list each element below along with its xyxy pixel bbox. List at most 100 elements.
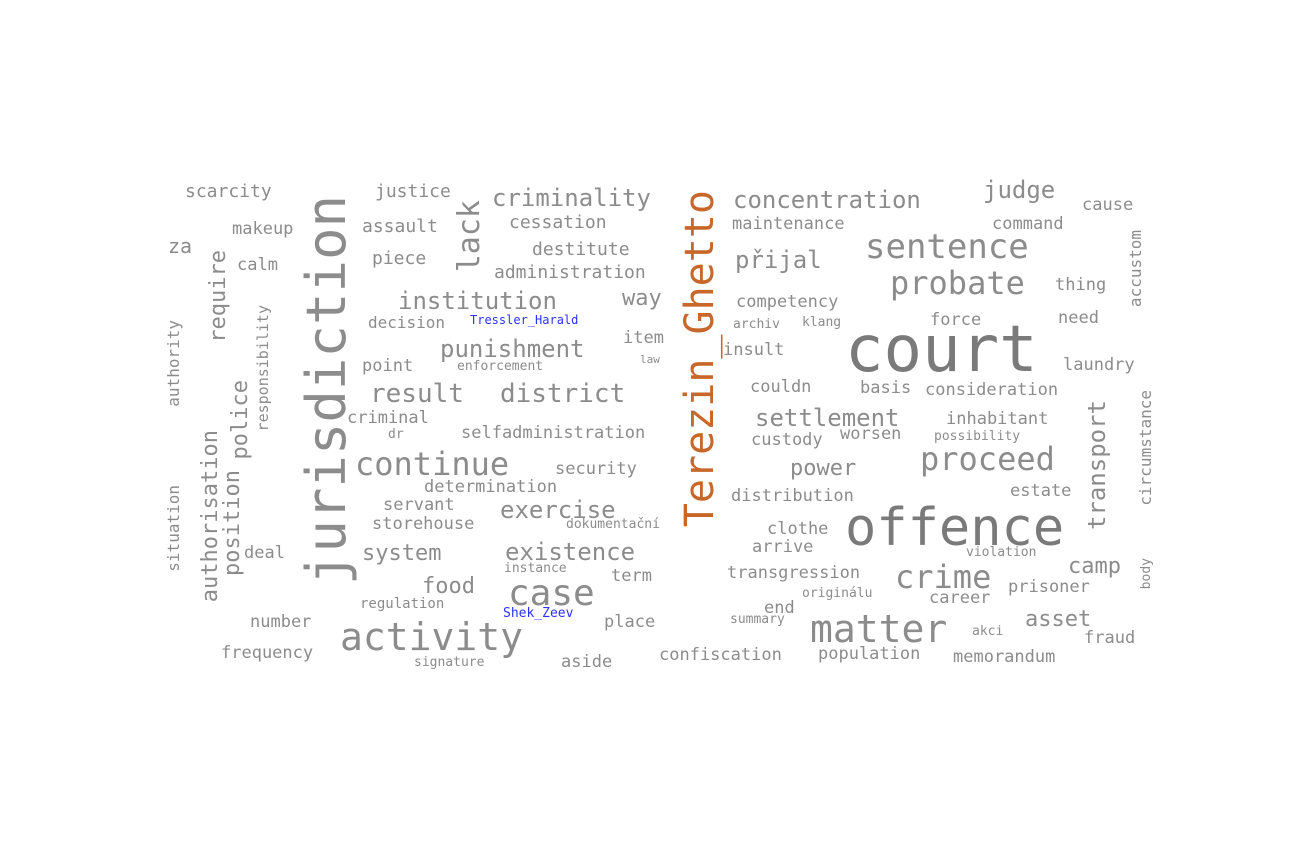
word-justice: justice (375, 181, 451, 202)
word-dokumenta-n: dokumentační (566, 517, 660, 532)
word-prisoner: prisoner (1008, 577, 1090, 597)
word-servant: servant (383, 495, 455, 515)
word-frequency: frequency (221, 643, 314, 663)
word-thing: thing (1055, 275, 1107, 295)
word-need: need (1058, 308, 1099, 328)
word-offence: offence (845, 498, 1065, 558)
word-deal: deal (244, 543, 285, 563)
word-akci: akci (972, 624, 1004, 639)
word-laundry: laundry (1063, 355, 1135, 375)
word-clothe: clothe (767, 519, 829, 539)
word-consideration: consideration (925, 380, 1059, 400)
word-scarcity: scarcity (185, 181, 272, 202)
word-number: number (250, 612, 312, 632)
word-dr: dr (388, 427, 404, 442)
word-fraud: fraud (1084, 628, 1136, 648)
word-asset: asset (1025, 607, 1092, 632)
word-custody: custody (751, 430, 823, 450)
word-sentence: sentence (865, 227, 1029, 267)
word-cause: cause (1082, 195, 1134, 215)
word-administration: administration (494, 262, 646, 283)
word-insult: insult (723, 340, 785, 360)
word-regulation: regulation (360, 596, 445, 612)
word-archiv: archiv (733, 317, 780, 332)
word-assault: assault (362, 216, 438, 237)
word-worsen: worsen (840, 424, 902, 444)
word-probate: probate (890, 264, 1025, 302)
word-memorandum: memorandum (953, 647, 1056, 667)
word-instance: instance (504, 561, 567, 576)
word-result: result (370, 379, 464, 409)
word-za: za (168, 234, 193, 258)
word-estate: estate (1010, 481, 1072, 501)
word-p-ijal: přijal (735, 246, 822, 274)
word-position: position (220, 470, 245, 576)
word-terezin-ghetto: Terezin_Ghetto (677, 190, 723, 528)
word-piece: piece (372, 248, 427, 269)
word-signature: signature (414, 655, 485, 670)
word-arrive: arrive (752, 537, 814, 557)
word-decision: decision (368, 313, 446, 332)
word-proceed: proceed (920, 440, 1055, 478)
word-makeup: makeup (232, 219, 294, 239)
word-couldn: couldn (750, 377, 812, 397)
word-security: security (555, 459, 637, 479)
word-confiscation: confiscation (659, 645, 782, 665)
word-police: police (228, 380, 253, 460)
word-authorisation: authorisation (198, 430, 223, 603)
word-cessation: cessation (509, 212, 607, 233)
word-competency: competency (736, 292, 839, 312)
word-end: end (764, 598, 795, 618)
word-place: place (604, 612, 656, 632)
word-klang: klang (802, 315, 842, 330)
word-authority: authority (164, 320, 183, 407)
word-system: system (362, 541, 442, 566)
word-existence: existence (505, 538, 636, 566)
word-concentration: concentration (733, 186, 921, 214)
word-food: food (422, 574, 475, 599)
word-point: point (362, 356, 414, 376)
word-calm: calm (237, 255, 278, 275)
word-settlement: settlement (755, 404, 900, 432)
word-violation: violation (966, 545, 1037, 560)
word-jurisdiction: jurisdiction (295, 195, 358, 586)
word-maintenance: maintenance (732, 214, 845, 234)
word-matter: matter (810, 607, 948, 651)
word-law: law (640, 353, 660, 366)
word-way: way (622, 286, 662, 311)
word-transgression: transgression (727, 563, 861, 583)
word-storehouse: storehouse (372, 514, 475, 534)
word-judge: judge (983, 176, 1056, 204)
word-force: force (930, 310, 982, 330)
word-origin-lu: originálu (802, 586, 873, 601)
word-tressler-harald: Tressler_Harald (470, 313, 579, 327)
word-selfadministration: selfadministration (461, 423, 646, 443)
word-enforcement: enforcement (457, 359, 544, 374)
word-require: require (206, 250, 231, 343)
word-lack: lack (452, 200, 487, 273)
word-term: term (611, 566, 652, 586)
word-summary: summary (730, 612, 785, 627)
word-basis: basis (860, 378, 912, 398)
word-inhabitant: inhabitant (946, 409, 1049, 429)
word-destitute: destitute (532, 239, 630, 260)
word-career: career (929, 588, 991, 608)
word-circumstance: circumstance (1136, 390, 1155, 506)
word-criminality: criminality (492, 184, 651, 212)
word-district: district (500, 379, 626, 409)
word-command: command (992, 214, 1064, 234)
word-shek-zeev: Shek_Zeev (503, 606, 574, 621)
word-accustom: accustom (1126, 230, 1145, 308)
word-crime: crime (895, 558, 992, 596)
word-case: case (508, 573, 595, 614)
word-determination: determination (424, 477, 558, 497)
word-power: power (790, 456, 857, 481)
word-aside: aside (561, 652, 613, 672)
word-exercise: exercise (500, 496, 616, 524)
word-body: body (1139, 558, 1154, 590)
word-criminal: criminal (347, 408, 429, 428)
word-institution: institution (398, 287, 557, 315)
word-transport: transport (1083, 400, 1111, 531)
word-camp: camp (1068, 554, 1121, 579)
